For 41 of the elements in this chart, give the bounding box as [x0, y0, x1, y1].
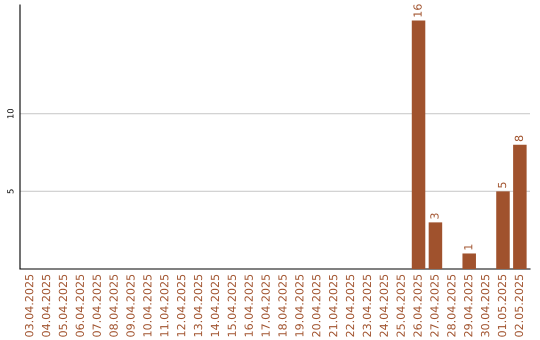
data-label: 3 — [430, 213, 439, 219]
data-label: 1 — [464, 244, 472, 250]
bar — [412, 20, 426, 269]
x-tick-label: 20.04.2025 — [312, 274, 320, 337]
bar — [496, 191, 510, 269]
x-tick-label: 24.04.2025 — [380, 274, 388, 337]
x-tick-label: 26.04.2025 — [413, 274, 422, 337]
data-label: 8 — [514, 136, 524, 142]
x-tick-label: 29.04.2025 — [464, 274, 472, 337]
x-tick-label: 14.04.2025 — [210, 274, 220, 336]
x-tick-label: 13.04.2025 — [194, 274, 202, 336]
x-tick-label: 01.05.2025 — [498, 274, 506, 337]
x-tick-label: 12.04.2025 — [176, 274, 186, 336]
x-tick-label: 19.04.2025 — [295, 274, 304, 336]
x-tick-label: 05.04.2025 — [58, 274, 68, 337]
data-label: 16 — [413, 4, 422, 17]
x-tick-label: 02.05.2025 — [514, 274, 524, 337]
x-tick-label: 03.04.2025 — [24, 274, 34, 337]
x-tick-label: 15.04.2025 — [228, 274, 236, 336]
bar — [462, 253, 476, 269]
x-tick-label: 09.04.2025 — [126, 274, 135, 337]
x-tick-label: 18.04.2025 — [278, 274, 287, 336]
x-tick-label: 11.04.2025 — [160, 274, 168, 336]
x-tick-label: 25.04.2025 — [396, 274, 405, 337]
x-tick-label: 28.04.2025 — [447, 274, 456, 337]
data-label: 5 — [498, 182, 506, 188]
x-tick-label: 22.04.2025 — [346, 274, 354, 337]
x-tick-label: 08.04.2025 — [109, 274, 118, 337]
bar — [513, 144, 527, 269]
x-tick-label: 30.04.2025 — [480, 274, 490, 337]
x-tick-label: 23.04.2025 — [362, 274, 372, 337]
x-tick-label: 16.04.2025 — [244, 274, 253, 336]
x-tick-label: 27.04.2025 — [430, 274, 439, 337]
bar — [428, 222, 442, 269]
x-tick-label: 06.04.2025 — [76, 274, 84, 337]
x-tick-label: 17.04.2025 — [261, 274, 270, 336]
x-tick-label: 21.04.2025 — [328, 274, 338, 337]
x-tick-label: 10.04.2025 — [143, 274, 152, 336]
y-tick-label: 10 — [7, 108, 14, 118]
x-tick-label: 07.04.2025 — [92, 274, 101, 337]
x-tick-label: 04.04.2025 — [42, 274, 50, 337]
